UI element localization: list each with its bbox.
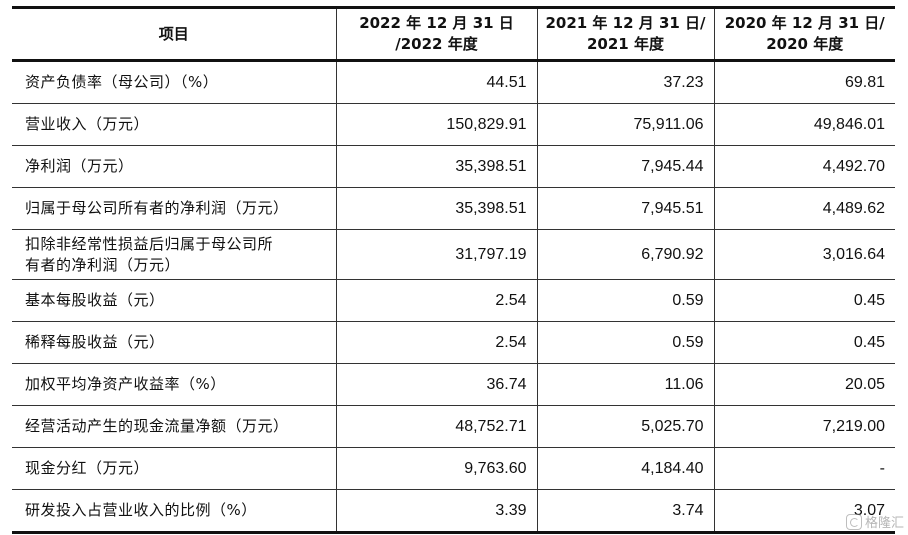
header-item: 项目 [12,6,337,61]
row-value-2022: 2.54 [335,321,538,364]
row-value-2021: 0.59 [536,279,715,322]
row-value-2020: 0.45 [713,321,895,364]
table-row: 经营活动产生的现金流量净额（万元） 48,752.71 5,025.70 7,219.… [12,405,895,448]
table-row: 加权平均净资产收益率（%） 36.74 11.06 20.05 [12,363,895,406]
table-row: 净利润（万元） 35,398.51 7,945.44 4,492.70 [12,145,895,188]
row-value-2021: 3.74 [536,489,715,534]
row-label: 归属于母公司所有者的净利润（万元） [25,199,289,217]
row-value-2020: 3.07 [713,489,895,534]
row-label: 加权平均净资产收益率（%） [25,375,226,393]
row-value-2022: 150,829.91 [335,103,538,146]
row-value-2020: 4,489.62 [713,187,895,230]
header-2022: 2022 年 12 月 31 日 /2022 年度 [335,6,538,61]
row-label-cell: 扣除非经常性损益后归属于母公司所 有者的净利润（万元） [12,229,337,280]
header-2021-line1: 2021 年 12 月 31 日/ [545,14,706,32]
table-row: 现金分红（万元） 9,763.60 4,184.40- [12,447,895,490]
row-value-2022: 44.51 [335,59,538,104]
row-value-2020: 7,219.00 [713,405,895,448]
row-value-2020: 49,846.01 [713,103,895,146]
row-value-2022: 48,752.71 [335,405,538,448]
row-label: 有者的净利润（万元） [25,255,181,274]
row-label-cell: 现金分红（万元） [12,447,337,490]
table-header-row: 项目 2022 年 12 月 31 日 /2022 年度 2021 年 12 月… [12,6,895,61]
row-label-cell: 经营活动产生的现金流量净额（万元） [12,405,337,448]
row-label-cell: 稀释每股收益（元） [12,321,337,364]
header-2022-line1: 2022 年 12 月 31 日 [359,14,514,32]
row-label-cell: 研发投入占营业收入的比例（%） [12,489,337,534]
row-value-2022: 35,398.51 [335,187,538,230]
row-label: 扣除非经常性损益后归属于母公司所 [25,234,274,253]
watermark-text: 格隆汇 [864,516,904,531]
table-row: 研发投入占营业收入的比例（%） 3.39 3.74 3.07 [12,489,895,534]
row-value-2022: 2.54 [335,279,538,322]
row-value-2021: 37.23 [536,59,715,104]
row-value-2022: 31,797.19 [335,229,538,280]
header-item-text: 项目 [158,24,189,43]
row-label-cell: 营业收入（万元） [12,103,337,146]
row-value-2022: 36.74 [335,363,538,406]
row-value-2020: 4,492.70 [713,145,895,188]
financial-table-container: 项目 2022 年 12 月 31 日 /2022 年度 2021 年 12 月… [12,6,895,534]
row-label: 基本每股收益（元） [25,291,165,309]
row-label-cell: 基本每股收益（元） [12,279,337,322]
row-value-2022: 3.39 [335,489,538,534]
table-row: 基本每股收益（元） 2.54 0.59 0.45 [12,279,895,322]
row-value-2020: 69.81 [713,59,895,104]
row-label: 营业收入（万元） [25,115,150,133]
row-value-2021: 7,945.44 [536,145,715,188]
row-value-2021: 75,911.06 [536,103,715,146]
table-row: 营业收入（万元） 150,829.91 75,911.06 49,846.01 [12,103,895,146]
header-2020-line1: 2020 年 12 月 31 日/ [724,14,885,32]
header-2021-line2: 2021 年度 [587,35,664,53]
row-value-2020: - [713,447,895,490]
row-value-2022: 9,763.60 [335,447,538,490]
row-label: 净利润（万元） [25,157,134,175]
row-value-2021: 11.06 [536,363,715,406]
row-label-cell: 资产负债率（母公司）（%） [12,59,337,104]
header-2022-line2: /2022 年度 [395,35,478,53]
row-value-2021: 7,945.51 [536,187,715,230]
row-label-cell: 归属于母公司所有者的净利润（万元） [12,187,337,230]
financial-indicators-table: 项目 2022 年 12 月 31 日 /2022 年度 2021 年 12 月… [12,6,895,534]
row-value-2022: 35,398.51 [335,145,538,188]
table-row: 扣除非经常性损益后归属于母公司所 有者的净利润（万元） 31,797.19 6,790… [12,229,895,280]
row-label-cell: 净利润（万元） [12,145,337,188]
row-value-2021: 0.59 [536,321,715,364]
row-value-2020: 3,016.64 [713,229,895,280]
row-label-cell: 加权平均净资产收益率（%） [12,363,337,406]
gelonghui-logo-icon [845,513,862,530]
row-label: 研发投入占营业收入的比例（%） [25,501,257,519]
row-value-2021: 4,184.40 [536,447,715,490]
row-value-2021: 6,790.92 [536,229,715,280]
row-value-2020: 20.05 [713,363,895,406]
table-row: 稀释每股收益（元） 2.54 0.59 0.45 [12,321,895,364]
watermark: 格隆汇 [845,512,904,531]
header-2021: 2021 年 12 月 31 日/ 2021 年度 [536,6,715,61]
header-2020-line2: 2020 年度 [766,35,844,53]
row-value-2021: 5,025.70 [536,405,715,448]
table-body: 资产负债率（母公司）（%） 44.51 37.23 69.81 营业收入（万元） 150,… [12,59,895,534]
header-2020: 2020 年 12 月 31 日/ 2020 年度 [713,6,895,61]
row-label: 稀释每股收益（元） [25,333,165,351]
table-row: 资产负债率（母公司）（%） 44.51 37.23 69.81 [12,59,895,104]
row-label: 经营活动产生的现金流量净额（万元） [25,417,289,435]
row-label: 现金分红（万元） [25,459,150,477]
table-row: 归属于母公司所有者的净利润（万元） 35,398.51 7,945.51 4,489.… [12,187,895,230]
row-label: 资产负债率（母公司）（%） [25,73,219,91]
row-value-2020: 0.45 [713,279,895,322]
